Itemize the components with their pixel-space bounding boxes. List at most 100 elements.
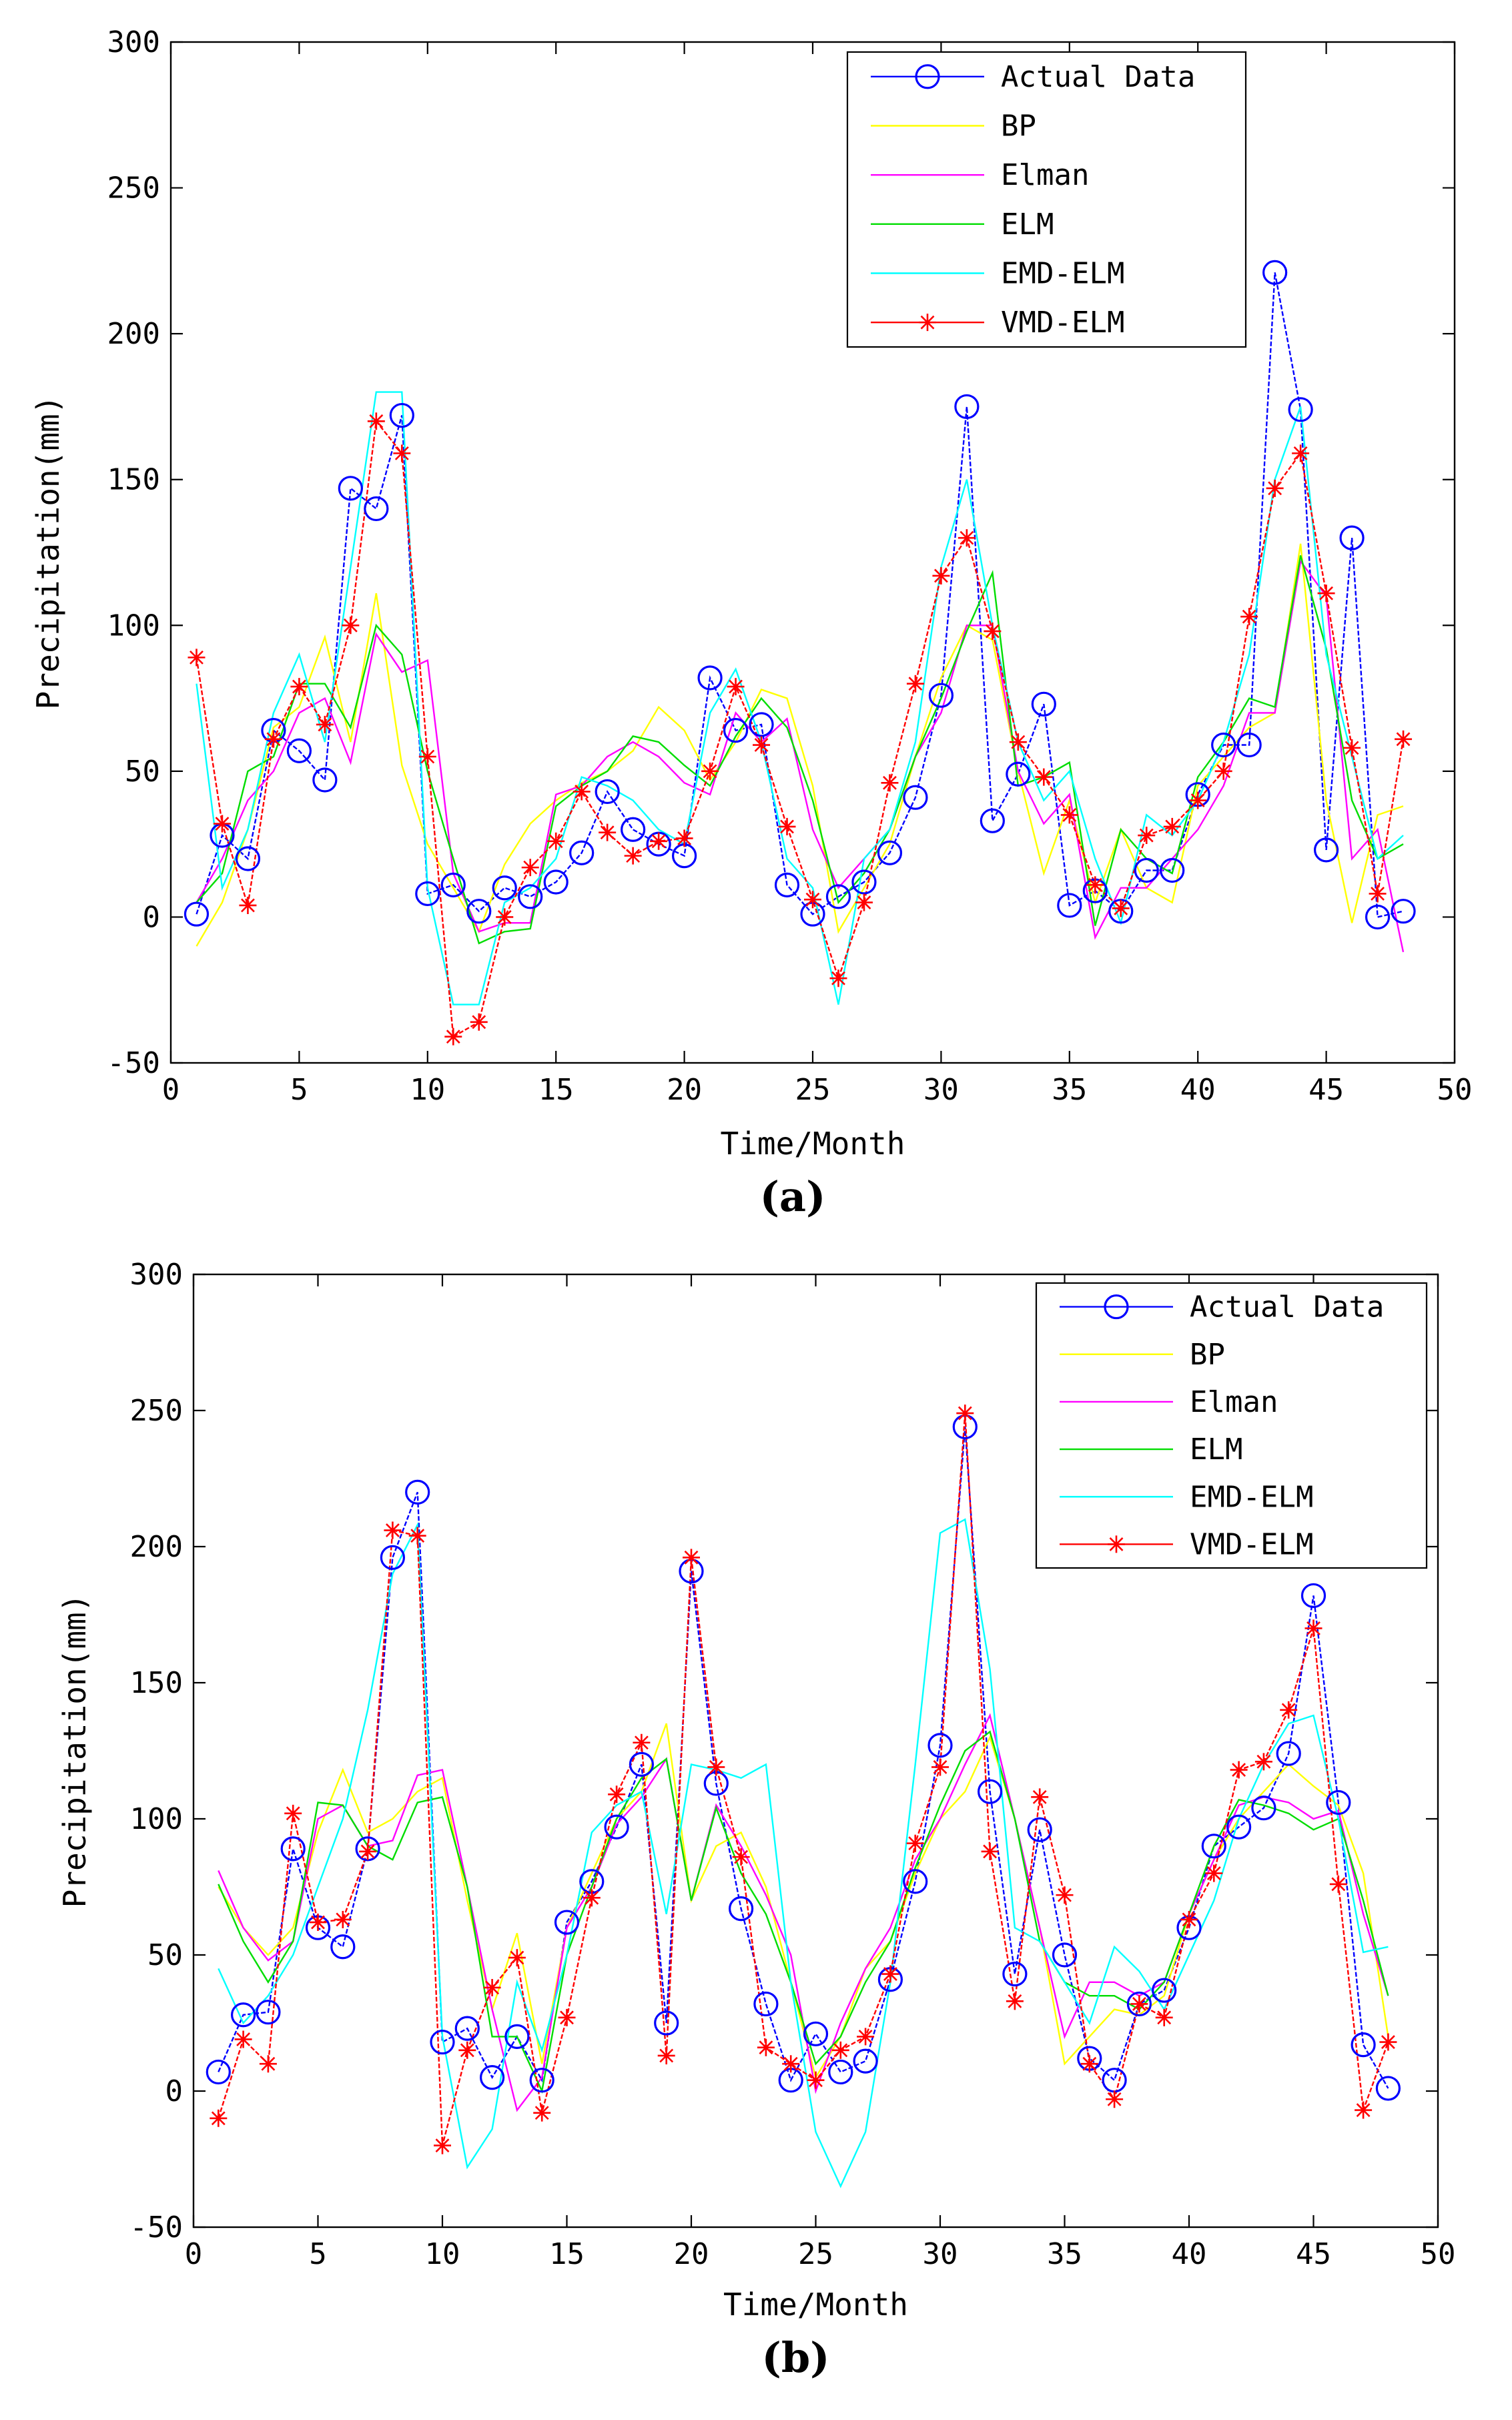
series-markers-vmd — [210, 1404, 1397, 2154]
data-point-actual — [364, 496, 389, 522]
data-point-actual — [1006, 761, 1031, 787]
data-point-vmd — [707, 1758, 725, 1776]
y-tick-label: 0 — [165, 2074, 183, 2108]
legend-label: Elman — [1190, 1385, 1278, 1419]
data-point-vmd — [210, 2109, 228, 2127]
data-point-vmd — [342, 617, 360, 635]
x-tick-label: 25 — [795, 1073, 831, 1107]
data-point-actual — [415, 881, 440, 907]
data-point-vmd — [264, 730, 282, 748]
legend-label: BP — [1001, 109, 1036, 143]
data-point-actual — [604, 1814, 629, 1840]
data-point-actual — [774, 872, 800, 897]
legend-label: Actual Data — [1001, 60, 1195, 94]
data-point-actual — [466, 899, 492, 924]
data-point-actual — [954, 394, 980, 420]
data-point-vmd — [316, 715, 334, 733]
y-axis-label: Precipitation(mm) — [57, 1594, 93, 1908]
data-point-vmd — [931, 1758, 949, 1776]
data-point-actual — [430, 2029, 455, 2055]
data-point-vmd — [309, 1914, 327, 1932]
data-point-actual — [1391, 899, 1416, 924]
data-point-actual — [1251, 1795, 1276, 1821]
y-tick-label: -50 — [130, 2210, 183, 2245]
data-point-actual — [1313, 837, 1339, 863]
data-point-actual — [543, 869, 569, 895]
data-point-actual — [903, 1869, 928, 1894]
x-tick-label: 45 — [1296, 2237, 1331, 2271]
data-point-vmd — [1180, 1910, 1198, 1928]
y-axis-label: Precipitation(mm) — [30, 396, 66, 710]
data-point-actual — [1052, 1942, 1078, 1968]
data-point-actual — [1351, 2032, 1376, 2058]
legend-marker — [919, 314, 936, 332]
data-point-vmd — [1086, 876, 1104, 894]
panel-label: (a) — [760, 1172, 826, 1221]
data-point-vmd — [1214, 762, 1232, 780]
x-tick-label: 30 — [923, 2237, 958, 2271]
legend-item-vmd: VMD-ELM — [871, 306, 1124, 340]
data-point-actual — [1276, 1741, 1301, 1766]
x-tick-label: 5 — [290, 1073, 308, 1107]
data-point-vmd — [359, 1842, 377, 1860]
data-point-actual — [825, 884, 851, 909]
data-point-vmd — [956, 1404, 974, 1423]
y-tick-label: 0 — [143, 900, 161, 934]
data-point-vmd — [701, 762, 719, 780]
data-point-actual — [405, 1479, 430, 1505]
data-point-vmd — [1155, 2008, 1173, 2026]
legend-marker — [915, 64, 940, 89]
x-tick-label: 40 — [1172, 2237, 1207, 2271]
legend-label: EMD-ELM — [1190, 1480, 1313, 1514]
data-point-vmd — [906, 675, 924, 693]
data-point-actual — [928, 683, 954, 708]
data-point-actual — [256, 2000, 281, 2025]
data-point-vmd — [1379, 2033, 1397, 2051]
data-point-vmd — [807, 2071, 825, 2089]
data-point-vmd — [608, 1785, 626, 1803]
data-point-vmd — [778, 817, 796, 835]
legend-item-elm: ELM — [1060, 1433, 1242, 1467]
data-point-vmd — [508, 1949, 526, 1967]
data-point-vmd — [483, 1978, 501, 1996]
data-point-actual — [980, 808, 1005, 833]
data-point-vmd — [981, 1842, 999, 1860]
legend-item-bp: BP — [1060, 1338, 1225, 1372]
legend-label: ELM — [1190, 1433, 1242, 1467]
y-tick-label: 200 — [130, 1530, 183, 1564]
data-point-vmd — [1317, 584, 1335, 602]
data-point-actual — [1262, 260, 1288, 285]
data-point-actual — [1211, 732, 1236, 758]
legend-item-elman: Elman — [1060, 1385, 1278, 1419]
data-point-actual — [338, 476, 363, 501]
series-markers-vmd — [187, 412, 1413, 1046]
data-point-actual — [479, 2065, 505, 2090]
data-point-actual — [803, 2021, 829, 2046]
data-point-vmd — [470, 1013, 488, 1031]
data-point-vmd — [1035, 768, 1053, 786]
data-point-vmd — [187, 649, 206, 667]
data-point-actual — [853, 2048, 878, 2074]
x-tick-label: 40 — [1180, 1073, 1216, 1107]
data-point-vmd — [650, 832, 668, 850]
data-point-vmd — [804, 891, 821, 909]
series-line-elm — [218, 1730, 1389, 2094]
data-point-actual — [903, 785, 928, 810]
data-point-vmd — [213, 815, 231, 833]
y-tick-label: 250 — [130, 1394, 183, 1428]
data-point-actual — [654, 2010, 679, 2036]
data-point-vmd — [444, 1028, 462, 1046]
data-point-vmd — [1006, 1992, 1024, 2010]
data-point-actual — [697, 665, 723, 691]
data-point-vmd — [1254, 1753, 1272, 1771]
legend-label: Elman — [1001, 158, 1089, 192]
data-point-vmd — [259, 2055, 277, 2073]
data-point-actual — [1031, 691, 1056, 717]
data-point-actual — [529, 2068, 554, 2093]
data-point-actual — [389, 402, 414, 428]
y-tick-label: 300 — [130, 1258, 183, 1292]
data-point-actual — [1288, 397, 1313, 422]
x-tick-label: 20 — [674, 2237, 709, 2271]
x-tick-label: 10 — [410, 1073, 445, 1107]
legend: Actual Data BP Elman ELM EMD-ELM VMD-ELM — [846, 51, 1247, 348]
